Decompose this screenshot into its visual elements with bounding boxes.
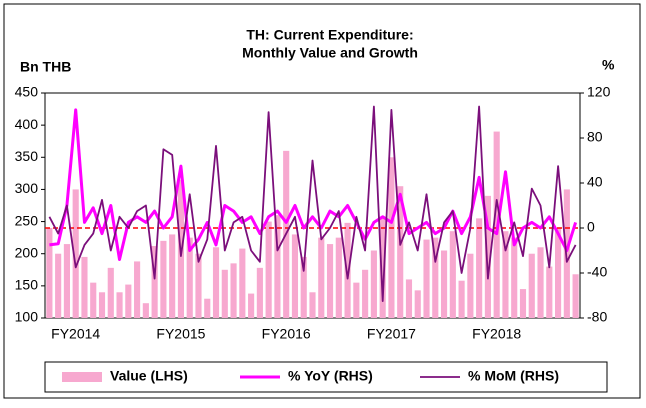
bar: [274, 215, 281, 318]
bar: [46, 228, 53, 318]
x-tick-label: FY2016: [262, 326, 311, 342]
y-tick-label: 400: [15, 116, 39, 132]
bar: [344, 222, 351, 318]
bar: [300, 256, 307, 318]
bar: [309, 292, 316, 318]
chart-border: [3, 3, 641, 399]
y2-tick-label: -80: [587, 309, 607, 325]
bar: [55, 253, 62, 318]
bar: [440, 250, 448, 318]
bar: [195, 253, 202, 318]
bar: [212, 247, 220, 318]
y2-tick-label: 120: [587, 84, 611, 100]
bar: [423, 239, 430, 318]
line-series: [49, 108, 578, 261]
bar: [256, 267, 263, 318]
legend-box: [44, 361, 608, 393]
bar: [388, 157, 395, 318]
y-tick-label: 200: [15, 244, 39, 260]
bar: [405, 279, 413, 318]
y-tick-label: 100: [15, 309, 39, 325]
bar: [151, 246, 158, 318]
bar: [502, 231, 509, 318]
y-tick-label: 450: [15, 84, 39, 100]
legend-label: % YoY (RHS): [288, 368, 373, 384]
bar: [90, 282, 97, 318]
bar: [116, 292, 123, 318]
bar: [72, 189, 79, 318]
bar: [142, 303, 149, 318]
legend-swatch: [62, 372, 102, 382]
bar: [397, 186, 404, 318]
bar: [318, 237, 325, 318]
bar: [379, 218, 386, 318]
bar: [414, 290, 421, 318]
bar: [449, 231, 456, 318]
y2-tick-label: -40: [587, 264, 607, 280]
bar: [248, 293, 255, 318]
bar: [362, 269, 369, 318]
bar: [239, 248, 246, 318]
bar: [265, 221, 272, 318]
bar: [291, 234, 299, 318]
x-tick-label: FY2018: [472, 326, 521, 342]
y-tick-label: 300: [15, 180, 39, 196]
bar: [134, 261, 141, 318]
bar: [221, 269, 228, 318]
y-tick-label: 350: [15, 148, 39, 164]
bar: [107, 267, 114, 318]
y2-tick-label: 0: [587, 219, 595, 235]
x-tick-label: FY2015: [156, 326, 205, 342]
bar: [335, 237, 342, 318]
bar: [546, 266, 553, 318]
bar: [186, 237, 193, 318]
bar: [204, 298, 211, 318]
bar: [370, 250, 377, 318]
y2-tick-label: 80: [587, 129, 603, 145]
bar: [528, 253, 535, 318]
bar: [572, 274, 579, 318]
y2-tick-label: 40: [587, 174, 603, 190]
y-tick-label: 250: [15, 212, 39, 228]
bar: [63, 244, 70, 318]
y-tick-label: 150: [15, 277, 39, 293]
chart-title: Monthly Value and Growth: [242, 45, 418, 61]
bar: [81, 256, 88, 318]
chart-title: TH: Current Expenditure:: [246, 27, 413, 43]
y-axis-label: Bn THB: [20, 59, 71, 75]
bar: [467, 253, 474, 318]
bar: [537, 247, 544, 318]
bar: [555, 228, 562, 318]
bar: [511, 237, 518, 318]
bar: [169, 234, 176, 318]
bar: [432, 237, 439, 318]
line-series: [48, 105, 577, 302]
bar: [519, 289, 527, 318]
x-tick-label: FY2014: [51, 326, 100, 342]
legend-label: Value (LHS): [110, 368, 188, 384]
bar: [353, 282, 360, 318]
x-tick-label: FY2017: [367, 326, 416, 342]
bar: [458, 280, 465, 318]
legend-label: % MoM (RHS): [468, 368, 559, 384]
bar: [125, 284, 132, 318]
bar: [326, 244, 334, 318]
bar: [484, 195, 491, 318]
y2-axis-label: %: [602, 57, 615, 73]
bar: [98, 292, 106, 318]
bar: [476, 218, 483, 318]
bar: [230, 263, 237, 318]
bar: [160, 240, 167, 318]
